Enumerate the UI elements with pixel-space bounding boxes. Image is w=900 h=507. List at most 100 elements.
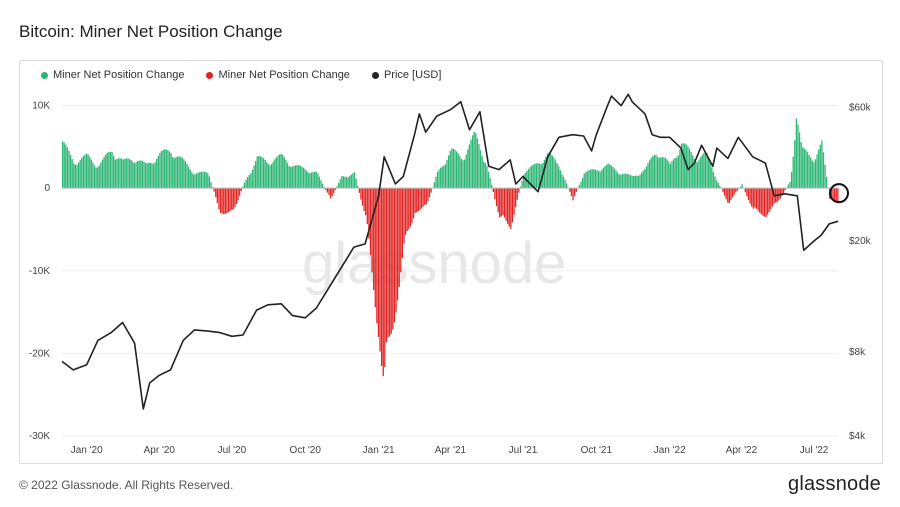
bar-negative bbox=[755, 188, 758, 209]
bar-negative bbox=[213, 188, 215, 192]
bar-positive bbox=[454, 149, 456, 189]
bar-negative bbox=[382, 188, 384, 377]
bar-negative bbox=[430, 188, 432, 193]
y-right-tick-label: $20k bbox=[849, 236, 872, 247]
bar-positive bbox=[255, 160, 257, 189]
bar-negative bbox=[229, 188, 231, 212]
bar-negative bbox=[728, 188, 731, 203]
bar-positive bbox=[243, 182, 246, 189]
bar-positive bbox=[266, 161, 268, 189]
bar-positive bbox=[596, 170, 598, 189]
x-tick-label: Apr '21 bbox=[435, 445, 467, 456]
bar-positive bbox=[824, 164, 826, 189]
bar-positive bbox=[489, 177, 491, 189]
bar-positive bbox=[85, 153, 88, 189]
bar-positive bbox=[81, 157, 83, 189]
bar-positive bbox=[693, 158, 695, 189]
bar-positive bbox=[658, 157, 660, 189]
bar-positive bbox=[664, 158, 667, 189]
bar-positive bbox=[65, 144, 67, 189]
bar-positive bbox=[558, 166, 560, 189]
bar-negative bbox=[411, 188, 413, 223]
bar-positive bbox=[323, 187, 325, 189]
bar-positive bbox=[203, 171, 206, 189]
bar-positive bbox=[483, 161, 485, 189]
bar-positive bbox=[599, 171, 601, 189]
legend-item-positive[interactable]: Miner Net Position Change bbox=[41, 69, 184, 81]
bar-positive bbox=[679, 149, 681, 189]
bar-positive bbox=[290, 167, 292, 189]
bar-positive bbox=[554, 160, 557, 189]
bar-positive bbox=[136, 161, 139, 189]
bar-positive bbox=[339, 179, 341, 189]
bar-positive bbox=[709, 162, 711, 189]
bar-negative bbox=[510, 188, 512, 229]
bar-positive bbox=[275, 157, 278, 189]
bar-positive bbox=[162, 149, 164, 189]
bar-positive bbox=[267, 164, 270, 189]
bar-positive bbox=[602, 168, 605, 189]
bar-positive bbox=[642, 170, 644, 189]
bar-negative bbox=[414, 188, 416, 213]
bar-positive bbox=[803, 148, 805, 189]
bar-positive bbox=[540, 164, 542, 189]
bar-positive bbox=[160, 151, 163, 189]
bar-positive bbox=[200, 171, 203, 189]
bar-positive bbox=[184, 161, 187, 189]
bar-negative bbox=[770, 188, 772, 210]
bar-negative bbox=[221, 188, 223, 214]
x-tick-label: Jan '20 bbox=[71, 445, 103, 456]
bar-positive bbox=[446, 159, 448, 189]
bar-positive bbox=[73, 163, 75, 189]
bar-positive bbox=[648, 160, 651, 189]
bar-positive bbox=[269, 165, 271, 189]
bar-positive bbox=[138, 160, 140, 189]
brand-logo[interactable]: glassnode bbox=[788, 473, 881, 495]
bar-positive bbox=[714, 176, 716, 189]
bar-positive bbox=[448, 155, 450, 189]
bar-positive bbox=[684, 143, 686, 189]
bar-negative bbox=[409, 188, 412, 227]
bar-positive bbox=[261, 157, 263, 189]
bar-negative bbox=[830, 188, 833, 199]
bar-positive bbox=[701, 154, 703, 189]
bar-positive bbox=[467, 149, 469, 189]
legend-item-negative[interactable]: Miner Net Position Change bbox=[206, 69, 350, 81]
chart-svg: glassnode 10K 0 -10K -20K -30K $60k $20k $8k $4… bbox=[29, 93, 872, 456]
bar-positive bbox=[719, 185, 721, 189]
bar-positive bbox=[247, 177, 249, 189]
bar-positive bbox=[355, 178, 357, 189]
bar-negative bbox=[231, 188, 233, 210]
bar-positive bbox=[181, 157, 183, 189]
bar-positive bbox=[604, 166, 606, 189]
bar-positive bbox=[357, 185, 359, 189]
bar-positive bbox=[312, 172, 314, 189]
y-right-tick-label: $4k bbox=[849, 431, 866, 442]
bar-positive bbox=[715, 180, 718, 189]
bar-negative bbox=[834, 188, 836, 201]
bar-positive bbox=[208, 176, 211, 189]
bar-negative bbox=[420, 188, 423, 209]
watermark: glassnode bbox=[302, 231, 566, 296]
bar-positive bbox=[559, 170, 561, 189]
bar-positive bbox=[122, 159, 124, 189]
bar-positive bbox=[460, 159, 463, 189]
bar-negative bbox=[384, 188, 386, 368]
bar-positive bbox=[585, 172, 587, 189]
bar-positive bbox=[564, 179, 566, 189]
bar-positive bbox=[154, 162, 156, 189]
legend-item-price[interactable]: Price [USD] bbox=[371, 69, 441, 81]
bar-positive bbox=[256, 156, 258, 189]
bar-positive bbox=[282, 154, 284, 189]
bar-negative bbox=[781, 188, 783, 196]
bar-positive bbox=[274, 159, 276, 189]
bar-positive bbox=[168, 151, 171, 189]
bar-positive bbox=[601, 169, 603, 189]
bar-positive bbox=[152, 163, 155, 189]
x-tick-label: Jan '21 bbox=[363, 445, 395, 456]
x-tick-label: Jul '20 bbox=[218, 445, 247, 456]
bar-positive bbox=[790, 172, 793, 189]
bar-negative bbox=[424, 188, 426, 205]
bar-positive bbox=[674, 158, 676, 189]
bar-negative bbox=[408, 188, 410, 230]
